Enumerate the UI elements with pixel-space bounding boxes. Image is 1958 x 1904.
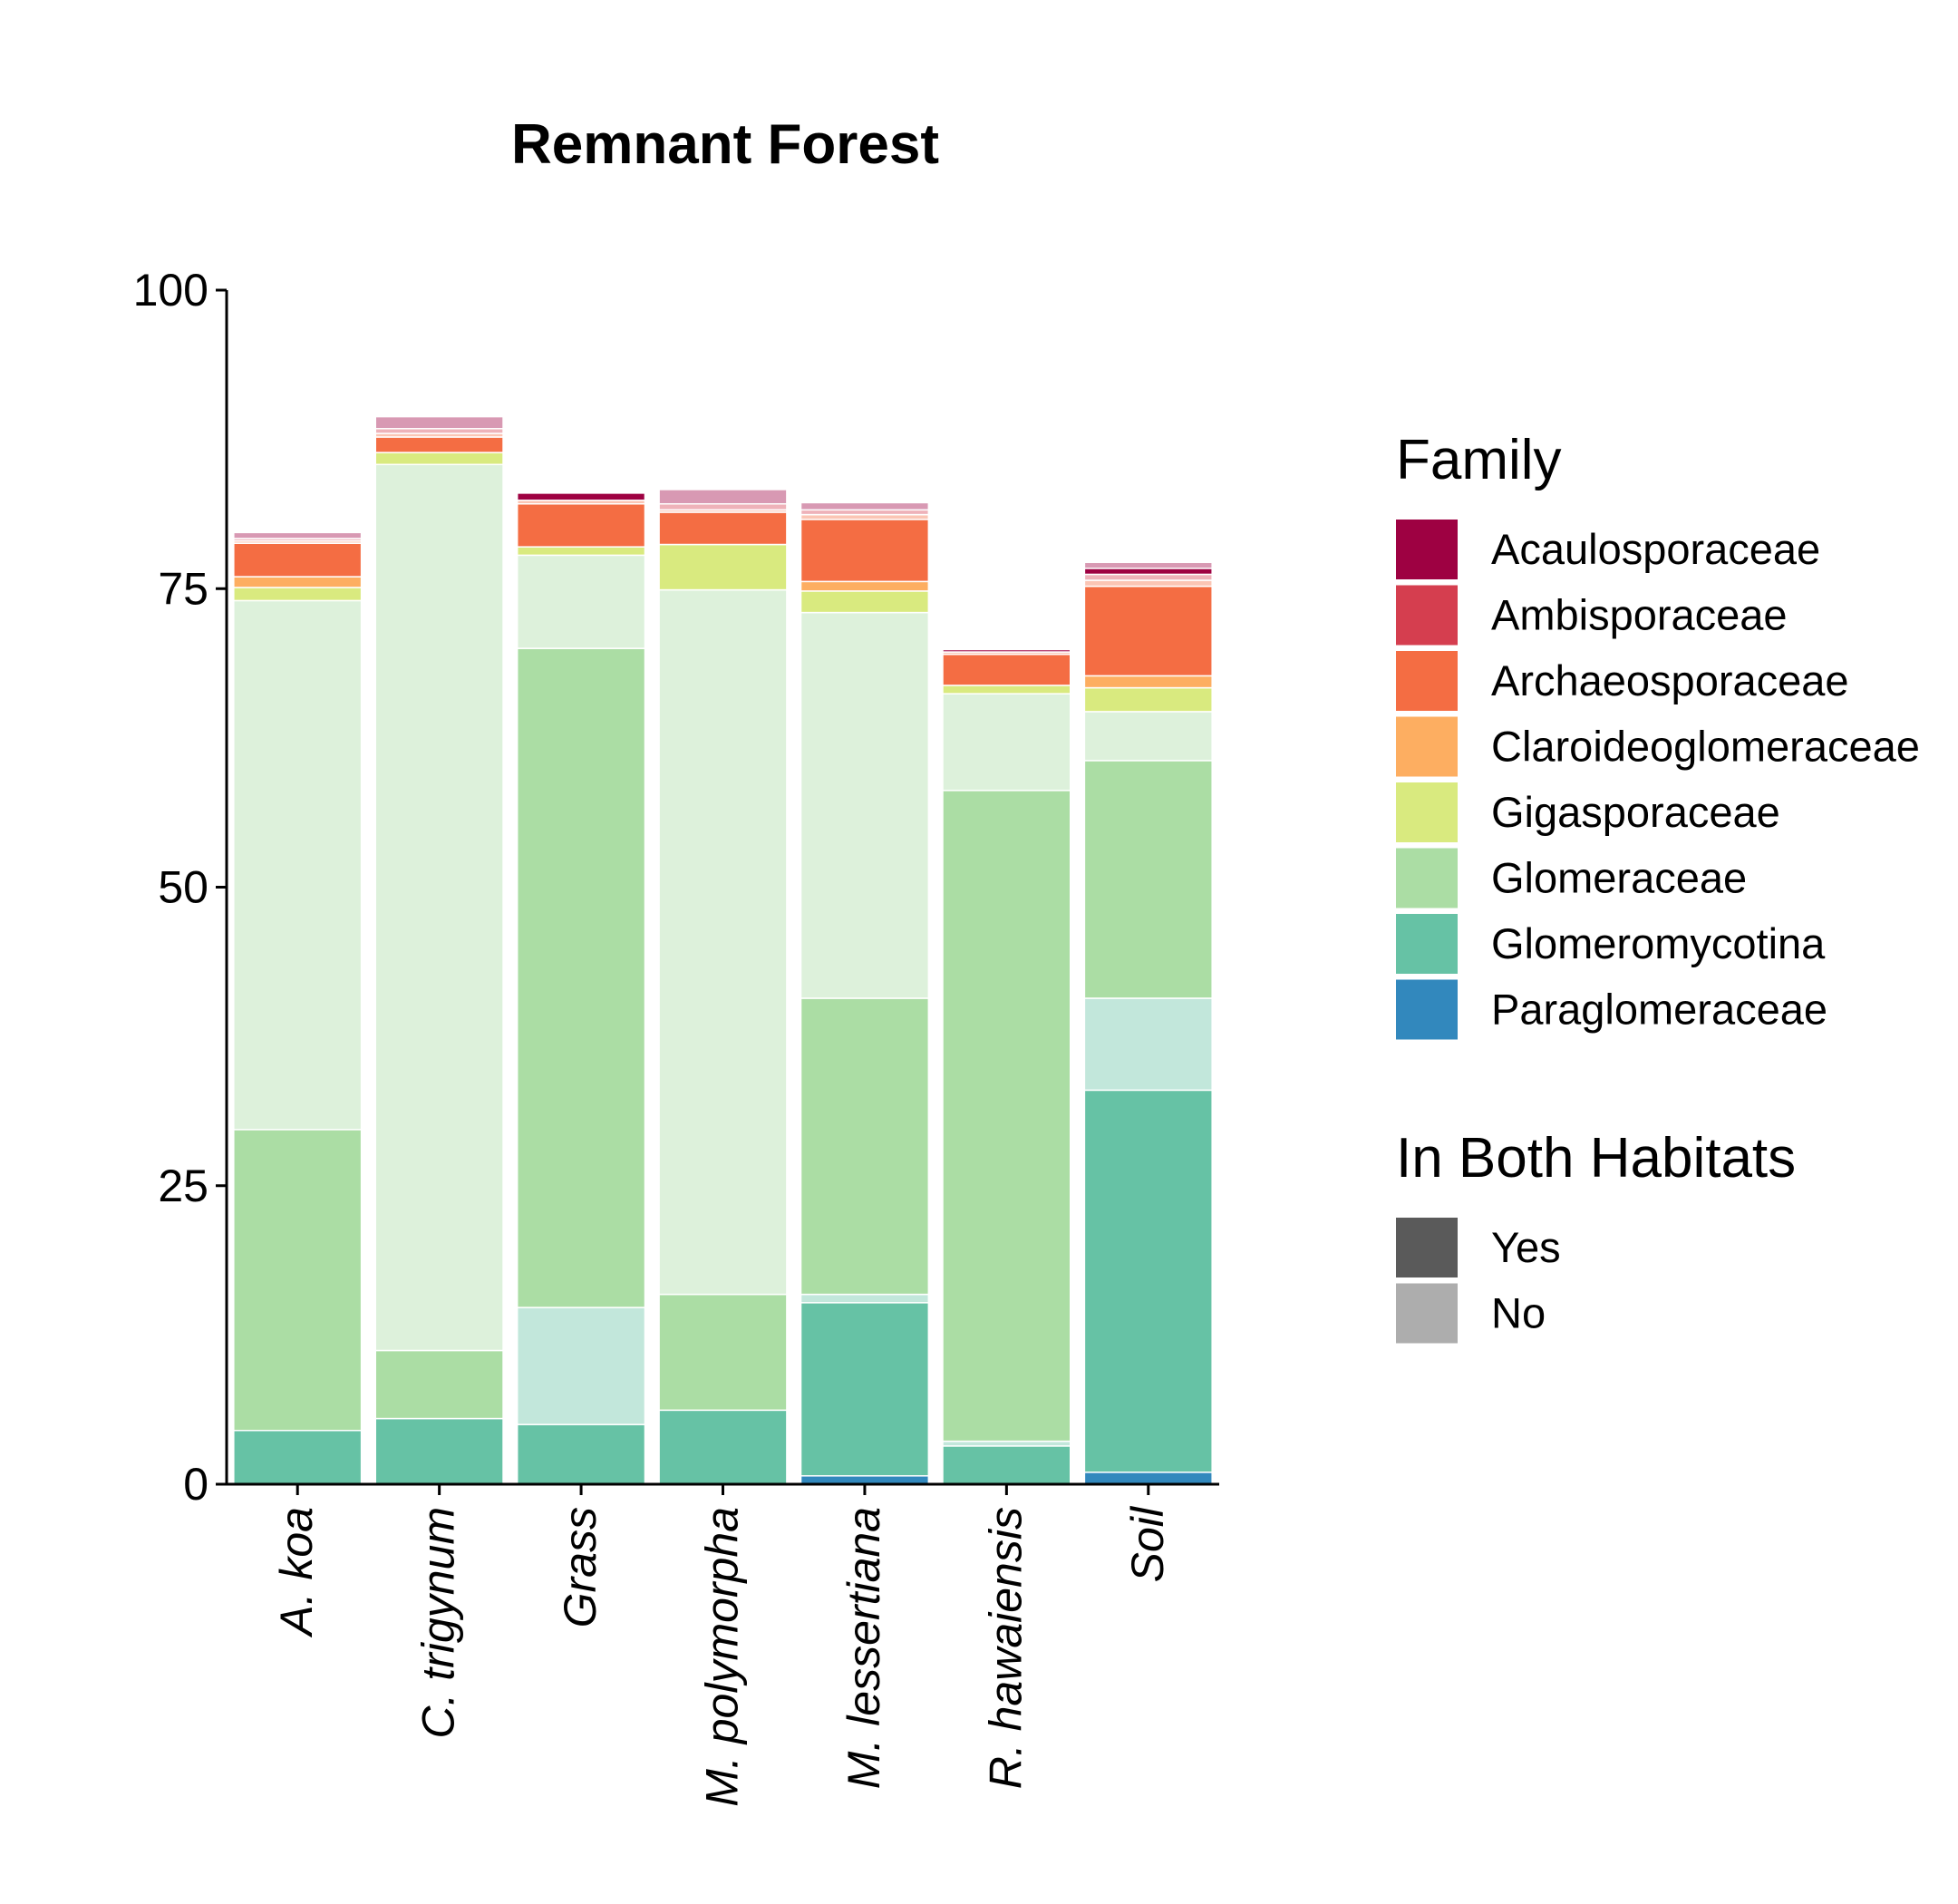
bar-segment-soil-archaeosporaceae-yes xyxy=(1083,585,1213,677)
legend-key-archaeosporaceae xyxy=(1396,651,1458,711)
bar-segment-m-lessertiana-glomeraceae-no xyxy=(800,611,930,999)
bar-segment-soil-acaulosporaceae-no xyxy=(1083,561,1213,569)
bar-segment-c-trigynum-gigasporaceae-yes xyxy=(374,452,504,466)
bar-segment-grass-glomeraceae-yes xyxy=(516,647,646,1308)
legend: Family Acaulosporaceae Ambisporaceae Archae… xyxy=(1396,429,1920,1344)
bar-segment-r-hawaiensis-glomeraceae-yes xyxy=(942,790,1071,1443)
bar-segment-m-polymorpha-ambisporaceae-no xyxy=(658,502,788,511)
legend-key-paraglomeraceae xyxy=(1396,979,1458,1040)
bar-segment-grass-glomeraceae-no xyxy=(516,554,646,649)
bar-segment-m-lessertiana-glomeraceae-yes xyxy=(800,997,930,1296)
bar-segment-a-koa-archaeosporaceae-yes xyxy=(233,542,363,578)
bar-segment-m-lessertiana-archaeosporaceae-yes xyxy=(800,519,930,583)
legend-key-ambisporaceae xyxy=(1396,585,1458,646)
legend-label-ambisporaceae: Ambisporaceae xyxy=(1491,591,1788,639)
bar-segment-soil-glomeraceae-no xyxy=(1083,711,1213,762)
bars-layer xyxy=(233,415,1213,1485)
bar-segment-m-polymorpha-glomeraceae-no xyxy=(658,588,788,1296)
legend-label-glomeromycotina: Glomeromycotina xyxy=(1491,919,1826,967)
x-tick-label-c-trigynum: C. trigynum xyxy=(413,1507,464,1739)
bar-segment-m-lessertiana-acaulosporaceae-no xyxy=(800,501,930,511)
bar-segment-soil-glomeromycotina-no xyxy=(1083,997,1213,1092)
bar-segment-r-hawaiensis-glomeromycotina-no xyxy=(942,1440,1071,1447)
legend-label-glomeraceae: Glomeraceae xyxy=(1491,854,1747,902)
bar-segment-c-trigynum-ambisporaceae-no xyxy=(374,428,504,434)
bar-segment-c-trigynum-acaulosporaceae-no xyxy=(374,415,504,430)
bar-segment-c-trigynum-glomeraceae-yes xyxy=(374,1349,504,1420)
legend-label-claroideoglomeraceae: Claroideoglomeraceae xyxy=(1491,723,1920,771)
bar-segment-grass-archaeosporaceae-yes xyxy=(516,502,646,548)
bar-segment-r-hawaiensis-archaeosporaceae-yes xyxy=(942,653,1071,686)
y-tick-label: 50 xyxy=(158,862,208,913)
bar-segment-m-lessertiana-glomeromycotina-no xyxy=(800,1293,930,1304)
x-tick-label-a-koa: A. koa xyxy=(271,1507,322,1638)
bar-segment-soil-glomeromycotina-yes xyxy=(1083,1089,1213,1473)
bar-segment-m-polymorpha-acaulosporaceae-no xyxy=(658,489,788,505)
bar-segment-c-trigynum-archaeosporaceae-yes xyxy=(374,436,504,453)
legend-key-acaulosporaceae xyxy=(1396,520,1458,579)
x-tick-label-soil: Soil xyxy=(1122,1505,1173,1582)
bar-segment-r-hawaiensis-glomeromycotina-yes xyxy=(942,1445,1071,1485)
legend-key-glomeraceae xyxy=(1396,848,1458,908)
bar-segment-m-lessertiana-glomeromycotina-yes xyxy=(800,1302,930,1477)
bar-segment-grass-glomeromycotina-no xyxy=(516,1307,646,1425)
chart-title: Remnant Forest xyxy=(511,113,939,176)
bar-segment-soil-archaeosporaceae-no xyxy=(1083,579,1213,588)
x-tick-label-grass: Grass xyxy=(555,1507,606,1627)
bar-segment-m-polymorpha-archaeosporaceae-yes xyxy=(658,511,788,546)
legend-key-glomeromycotina xyxy=(1396,914,1458,974)
x-tick-label-m-polymorpha: M. polymorpha xyxy=(697,1507,748,1807)
bar-segment-a-koa-glomeromycotina-yes xyxy=(233,1429,363,1485)
bar-segment-m-lessertiana-archaeosporaceae-no xyxy=(800,513,930,520)
bar-segment-r-hawaiensis-glomeraceae-no xyxy=(942,693,1071,792)
bar-segment-grass-glomeromycotina-yes xyxy=(516,1423,646,1485)
y-tick-label: 100 xyxy=(133,265,208,316)
bar-segment-c-trigynum-glomeraceae-no xyxy=(374,463,504,1352)
bar-segment-c-trigynum-glomeromycotina-yes xyxy=(374,1417,504,1485)
legend-key-no xyxy=(1396,1283,1458,1344)
legend-key-yes xyxy=(1396,1218,1458,1277)
legend-label-yes: Yes xyxy=(1491,1223,1561,1271)
x-tick-label-r-hawaiensis: R. hawaiensis xyxy=(980,1507,1031,1789)
axes-layer: 0 25 50 75 100 A. koa C. trigynum Grass M. polym… xyxy=(133,265,1219,1807)
bar-segment-a-koa-acaulosporaceae-no xyxy=(233,531,363,539)
bar-segment-a-koa-glomeraceae-yes xyxy=(233,1129,363,1432)
legend-label-gigasporaceae: Gigasporaceae xyxy=(1491,788,1780,836)
bar-segment-m-lessertiana-claroideoglomeraceae-yes xyxy=(800,580,930,592)
bar-segment-m-polymorpha-glomeromycotina-yes xyxy=(658,1409,788,1485)
bar-segment-soil-claroideoglomeraceae-yes xyxy=(1083,675,1213,689)
y-tick-label: 25 xyxy=(158,1161,208,1211)
legend-label-paraglomeraceae: Paraglomeraceae xyxy=(1491,986,1827,1034)
x-tick-label-m-lessertiana: M. lessertiana xyxy=(838,1507,889,1789)
bar-segment-soil-ambisporaceae-no xyxy=(1083,573,1213,581)
bar-segment-a-koa-glomeraceae-no xyxy=(233,599,363,1131)
bar-segment-a-koa-gigasporaceae-yes xyxy=(233,587,363,602)
y-tick-label: 0 xyxy=(183,1459,208,1510)
legend-label-no: No xyxy=(1491,1289,1546,1337)
bar-segment-m-polymorpha-gigasporaceae-yes xyxy=(658,543,788,591)
legend-habitat-title: In Both Habitats xyxy=(1396,1127,1796,1190)
legend-family-title: Family xyxy=(1396,429,1562,491)
bar-segment-m-lessertiana-ambisporaceae-no xyxy=(800,509,930,516)
bar-segment-grass-acaulosporaceae-yes xyxy=(516,492,646,501)
bar-segment-m-polymorpha-glomeraceae-yes xyxy=(658,1293,788,1412)
bar-segment-m-lessertiana-gigasporaceae-yes xyxy=(800,590,930,614)
legend-key-gigasporaceae xyxy=(1396,782,1458,842)
bar-segment-a-koa-claroideoglomeraceae-yes xyxy=(233,576,363,588)
bar-segment-r-hawaiensis-acaulosporaceae-no xyxy=(942,647,1071,651)
bar-segment-soil-glomeraceae-yes xyxy=(1083,760,1213,999)
bar-segment-soil-acaulosporaceae-yes xyxy=(1083,568,1213,576)
y-tick-label: 75 xyxy=(158,563,208,614)
legend-key-claroideoglomeraceae xyxy=(1396,716,1458,777)
bar-segment-r-hawaiensis-gigasporaceae-yes xyxy=(942,685,1071,695)
legend-label-acaulosporaceae: Acaulosporaceae xyxy=(1491,525,1820,573)
bar-segment-grass-gigasporaceae-yes xyxy=(516,546,646,557)
bar-segment-soil-paraglomeraceae-yes xyxy=(1083,1472,1213,1485)
legend-label-archaeosporaceae: Archaeosporaceae xyxy=(1491,656,1849,704)
bar-segment-soil-gigasporaceae-yes xyxy=(1083,686,1213,713)
